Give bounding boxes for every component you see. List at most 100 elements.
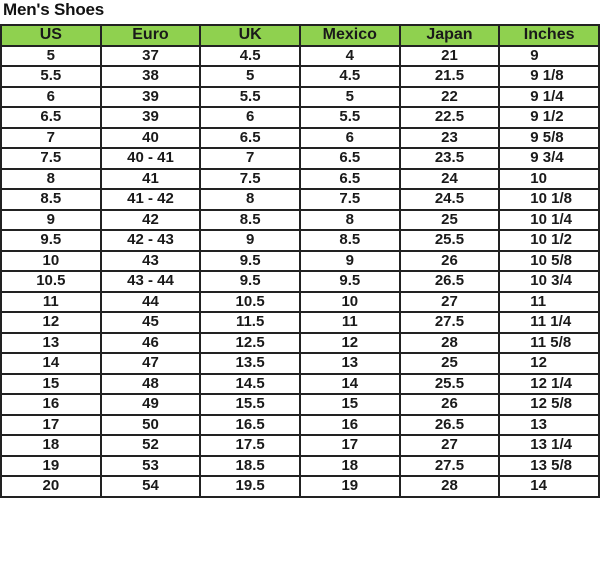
cell-japan: 27: [398, 290, 501, 313]
cell-us: 7.5: [0, 147, 102, 170]
cell-japan: 26.5: [398, 270, 501, 293]
table-row: 8 41 7.5 6.5 24 10: [0, 167, 600, 190]
cell-inches: 11: [498, 290, 600, 313]
cell-us: 8.5: [0, 188, 102, 211]
cell-uk: 11.5: [199, 311, 301, 334]
table-row: 15 48 14.5 14 25.5 12 1/4: [0, 372, 600, 395]
cell-mexico: 16: [298, 413, 401, 436]
table-row: 14 47 13.5 13 25 12: [0, 352, 600, 375]
cell-euro: 45: [99, 311, 202, 334]
cell-us: 9.5: [0, 229, 102, 252]
cell-inches: 9: [498, 44, 600, 67]
cell-euro: 47: [99, 352, 202, 375]
cell-euro: 40: [99, 126, 202, 149]
cell-japan: 23.5: [398, 147, 501, 170]
cell-inches: 9 1/8: [498, 65, 600, 88]
cell-uk: 17.5: [199, 434, 301, 457]
cell-mexico: 9.5: [298, 270, 401, 293]
cell-inches: 12 1/4: [498, 372, 600, 395]
size-chart-table: US Euro UK Mexico Japan Inches 5 37 4.5 4 21 9 5.5 3…: [0, 24, 600, 498]
cell-japan: 23: [398, 126, 501, 149]
cell-mexico: 5: [298, 85, 401, 108]
cell-euro: 37: [99, 44, 202, 67]
table-row: 16 49 15.5 15 26 12 5/8: [0, 393, 600, 416]
cell-us: 18: [0, 434, 102, 457]
cell-us: 14: [0, 352, 102, 375]
cell-mexico: 15: [298, 393, 401, 416]
cell-mexico: 6.5: [298, 147, 401, 170]
table-row: 20 54 19.5 19 28 14: [0, 475, 600, 498]
page-title: Men's Shoes: [3, 0, 105, 19]
cell-inches: 12 5/8: [498, 393, 600, 416]
table-row: 6 39 5.5 5 22 9 1/4: [0, 85, 600, 108]
cell-us: 10: [0, 249, 102, 272]
cell-mexico: 4: [298, 44, 401, 67]
cell-euro: 50: [99, 413, 202, 436]
cell-euro: 46: [99, 331, 202, 354]
cell-japan: 25.5: [398, 372, 501, 395]
column-header-euro: Euro: [99, 24, 202, 47]
cell-us: 7: [0, 126, 102, 149]
cell-inches: 10 3/4: [498, 270, 600, 293]
table-row: 17 50 16.5 16 26.5 13: [0, 413, 600, 436]
cell-japan: 26.5: [398, 413, 501, 436]
cell-uk: 7: [199, 147, 301, 170]
cell-uk: 5: [199, 65, 301, 88]
cell-euro: 38: [99, 65, 202, 88]
cell-us: 16: [0, 393, 102, 416]
cell-uk: 18.5: [199, 454, 301, 477]
cell-uk: 7.5: [199, 167, 301, 190]
cell-mexico: 8.5: [298, 229, 401, 252]
cell-euro: 54: [99, 475, 202, 498]
cell-us: 9: [0, 208, 102, 231]
cell-uk: 12.5: [199, 331, 301, 354]
cell-japan: 21.5: [398, 65, 501, 88]
cell-inches: 13 5/8: [498, 454, 600, 477]
cell-japan: 28: [398, 331, 501, 354]
cell-inches: 10 1/8: [498, 188, 600, 211]
cell-inches: 13: [498, 413, 600, 436]
table-row: 19 53 18.5 18 27.5 13 5/8: [0, 454, 600, 477]
cell-inches: 10 5/8: [498, 249, 600, 272]
cell-inches: 9 3/4: [498, 147, 600, 170]
cell-mexico: 6: [298, 126, 401, 149]
cell-inches: 14: [498, 475, 600, 498]
cell-uk: 8: [199, 188, 301, 211]
cell-uk: 16.5: [199, 413, 301, 436]
cell-euro: 52: [99, 434, 202, 457]
cell-mexico: 17: [298, 434, 401, 457]
cell-euro: 39: [99, 85, 202, 108]
cell-us: 5.5: [0, 65, 102, 88]
cell-euro: 48: [99, 372, 202, 395]
cell-mexico: 19: [298, 475, 401, 498]
table-row: 13 46 12.5 12 28 11 5/8: [0, 331, 600, 354]
cell-us: 10.5: [0, 270, 102, 293]
cell-uk: 6: [199, 106, 301, 129]
column-header-inches: Inches: [498, 24, 600, 47]
table-row: 5.5 38 5 4.5 21.5 9 1/8: [0, 65, 600, 88]
cell-us: 5: [0, 44, 102, 67]
table-row: 6.5 39 6 5.5 22.5 9 1/2: [0, 106, 600, 129]
column-header-mexico: Mexico: [298, 24, 401, 47]
table-row: 11 44 10.5 10 27 11: [0, 290, 600, 313]
table-row: 7 40 6.5 6 23 9 5/8: [0, 126, 600, 149]
cell-us: 12: [0, 311, 102, 334]
cell-uk: 4.5: [199, 44, 301, 67]
cell-inches: 9 1/4: [498, 85, 600, 108]
cell-euro: 44: [99, 290, 202, 313]
table-row: 12 45 11.5 11 27.5 11 1/4: [0, 311, 600, 334]
cell-mexico: 10: [298, 290, 401, 313]
cell-japan: 24.5: [398, 188, 501, 211]
cell-japan: 25: [398, 208, 501, 231]
cell-uk: 13.5: [199, 352, 301, 375]
cell-uk: 8.5: [199, 208, 301, 231]
cell-uk: 14.5: [199, 372, 301, 395]
cell-euro: 41: [99, 167, 202, 190]
cell-inches: 10: [498, 167, 600, 190]
cell-japan: 22: [398, 85, 501, 108]
table-row: 9 42 8.5 8 25 10 1/4: [0, 208, 600, 231]
cell-japan: 25.5: [398, 229, 501, 252]
cell-euro: 41 - 42: [99, 188, 202, 211]
column-header-uk: UK: [199, 24, 301, 47]
cell-mexico: 8: [298, 208, 401, 231]
